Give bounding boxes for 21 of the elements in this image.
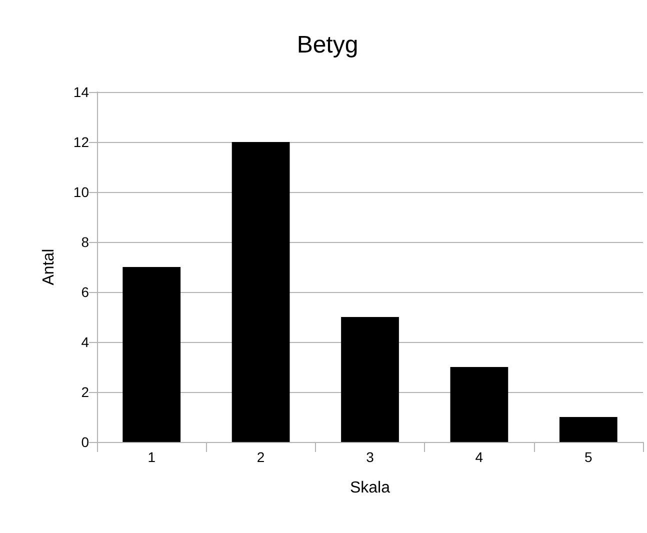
y-tick-label: 2 bbox=[81, 384, 90, 400]
x-tick-label: 1 bbox=[148, 449, 156, 465]
y-axis-title: Antal bbox=[40, 248, 58, 286]
chart-title: Betyg bbox=[296, 32, 358, 58]
x-tick-label: 4 bbox=[475, 449, 484, 465]
bar bbox=[232, 142, 290, 442]
x-tick-label: 3 bbox=[366, 449, 374, 465]
x-tick-label: 5 bbox=[584, 449, 592, 465]
bar bbox=[450, 367, 508, 442]
x-tick-label: 2 bbox=[256, 449, 265, 465]
y-tick-label: 8 bbox=[81, 234, 90, 250]
y-tick-label: 10 bbox=[73, 184, 90, 200]
y-tick-label: 4 bbox=[81, 334, 90, 350]
x-axis-title: Skala bbox=[350, 480, 390, 496]
bar bbox=[122, 267, 181, 442]
y-tick-label: 0 bbox=[81, 434, 90, 450]
y-tick-label: 6 bbox=[81, 284, 90, 300]
bar bbox=[559, 417, 618, 442]
y-tick-label: 12 bbox=[73, 134, 90, 150]
y-tick-label: 14 bbox=[73, 84, 90, 100]
bar bbox=[341, 317, 399, 442]
